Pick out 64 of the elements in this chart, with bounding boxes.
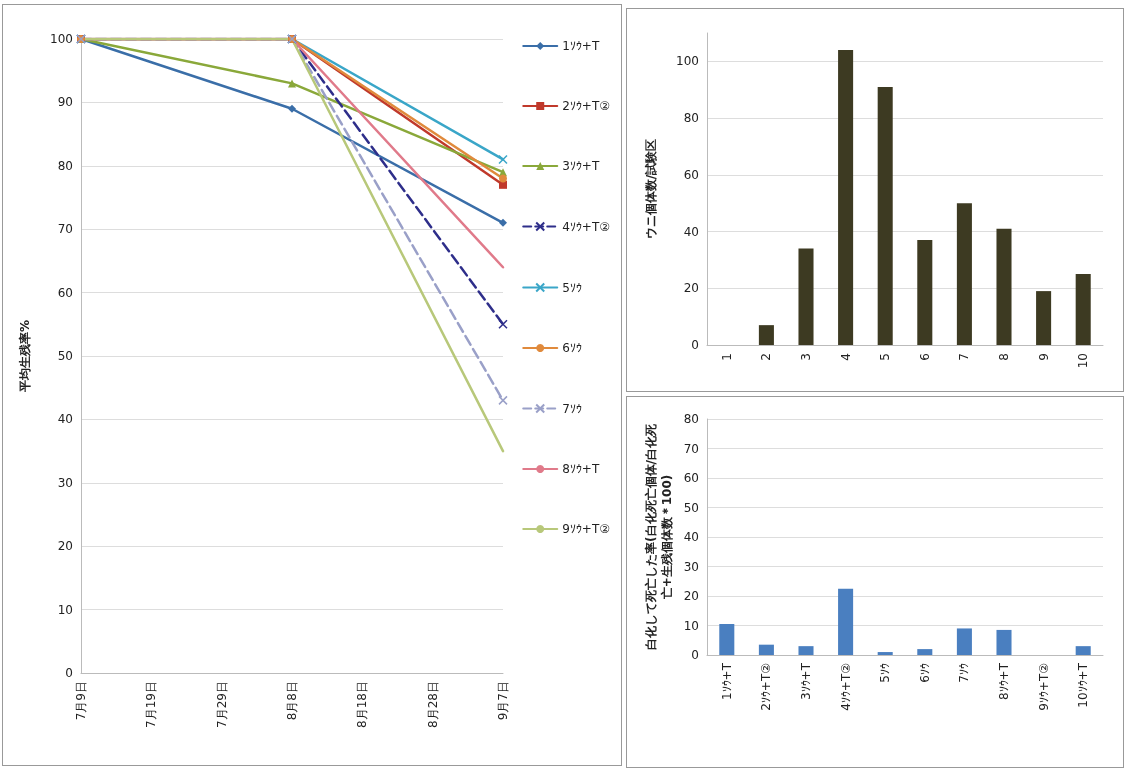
x-tick-label: 3 xyxy=(799,353,813,361)
x-tick-label: 8ｿｳ+T xyxy=(997,662,1011,701)
x-tick-label: 8月18日 xyxy=(355,681,370,728)
x-tick-label: 8月8日 xyxy=(285,681,299,721)
y-tick-label: 20 xyxy=(683,281,699,296)
y-tick-label: 30 xyxy=(57,475,73,490)
x-tick-label: 1 xyxy=(719,353,734,361)
legend-label: 2ｿｳ+T② xyxy=(562,99,610,113)
legend-label: 9ｿｳ+T② xyxy=(562,522,610,536)
y-tick-label: 80 xyxy=(683,412,699,426)
x-tick-label: 4ｿｳ+T② xyxy=(838,663,853,711)
x-tick-label: 10 xyxy=(1076,353,1091,369)
y-tick-label: 80 xyxy=(57,158,73,173)
y-tick-label: 10 xyxy=(57,602,73,617)
x-tick-label: 2 xyxy=(759,353,774,361)
y-tick-label: 60 xyxy=(57,285,73,300)
x-tick-label: 7 xyxy=(957,353,972,361)
x-tick-label: 8月28日 xyxy=(425,681,440,728)
y-tick-label: 60 xyxy=(683,471,699,485)
x-tick-label: 4 xyxy=(838,353,853,361)
x-tick-label: 5 xyxy=(878,353,893,361)
y-axis-title: 白化して死亡した率(白化死亡個体/白化死亡+生残個体数＊100) xyxy=(644,423,674,650)
legend-label: 8ｿｳ+T xyxy=(562,462,600,476)
x-tick-label: 9 xyxy=(1036,353,1051,361)
x-tick-label: 1ｿｳ+T xyxy=(719,662,734,701)
y-tick-label: 70 xyxy=(57,222,73,237)
y-tick-label: 20 xyxy=(57,539,73,554)
x-tick-label: 9月7日 xyxy=(496,681,510,721)
legend-label: 5ｿｳ xyxy=(562,280,582,295)
y-tick-label: 20 xyxy=(683,589,699,603)
y-tick-label: 40 xyxy=(57,412,73,427)
y-tick-label: 80 xyxy=(683,111,699,126)
y-tick-label: 10 xyxy=(683,618,699,633)
x-tick-label: 6 xyxy=(917,353,932,361)
legend-label: 7ｿｳ xyxy=(562,401,582,416)
y-tick-label: 100 xyxy=(50,32,73,46)
y-tick-label: 40 xyxy=(683,530,699,544)
y-tick-label: 100 xyxy=(676,54,699,69)
x-tick-label: 7月19日 xyxy=(144,681,159,728)
x-tick-label: 10ｿｳ+T xyxy=(1076,662,1091,708)
x-tick-label: 3ｿｳ+T xyxy=(799,662,813,701)
legend-label: 1ｿｳ+T xyxy=(562,39,600,53)
y-tick-label: 40 xyxy=(683,224,699,239)
x-tick-label: 9ｿｳ+T② xyxy=(1036,663,1051,711)
y-axis-title: ウニ個体数/試験区 xyxy=(644,138,658,240)
y-tick-label: 60 xyxy=(683,167,699,182)
y-tick-label: 0 xyxy=(691,338,699,352)
y-tick-label: 0 xyxy=(691,648,699,662)
legend-label: 3ｿｳ+T xyxy=(562,159,600,173)
x-tick-label: 5ｿｳ xyxy=(878,663,893,683)
y-tick-label: 0 xyxy=(65,666,73,680)
y-tick-label: 90 xyxy=(57,95,73,110)
x-tick-label: 2ｿｳ+T② xyxy=(759,663,774,711)
y-tick-label: 50 xyxy=(683,500,699,515)
y-tick-label: 30 xyxy=(683,559,699,574)
x-tick-label: 6ｿｳ xyxy=(917,663,932,683)
x-tick-label: 8 xyxy=(997,353,1011,361)
legend-label: 4ｿｳ+T② xyxy=(562,219,610,234)
x-tick-label: 7ｿｳ xyxy=(957,663,972,683)
x-tick-label: 7月9日 xyxy=(74,681,88,721)
y-axis-title: 平均生残率% xyxy=(18,319,32,394)
x-tick-label: 7月29日 xyxy=(214,681,229,728)
y-tick-label: 70 xyxy=(683,441,699,456)
y-tick-label: 50 xyxy=(57,349,73,363)
